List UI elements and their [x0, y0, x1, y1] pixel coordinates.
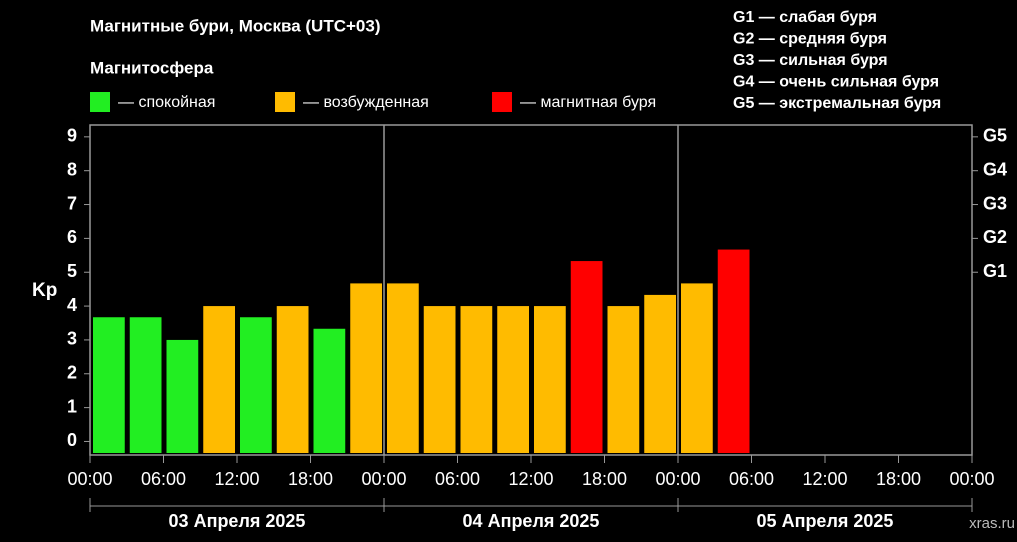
bar [534, 306, 566, 453]
y-tick-label: 3 [67, 329, 77, 349]
x-tick-label: 18:00 [582, 469, 627, 489]
x-tick-label: 06:00 [141, 469, 186, 489]
bar [460, 306, 493, 453]
x-tick-label: 18:00 [288, 469, 333, 489]
storm-scale-item: G2 — средняя буря [733, 31, 887, 48]
bar [166, 339, 199, 453]
legend-label: — возбужденная [303, 94, 429, 111]
day-label: 03 Апреля 2025 [169, 511, 306, 531]
day-label: 05 Апреля 2025 [757, 511, 894, 531]
legend-label: — магнитная буря [520, 94, 656, 111]
x-tick-label: 06:00 [435, 469, 480, 489]
y-tick-label: 9 [67, 126, 77, 146]
x-tick-label: 00:00 [361, 469, 406, 489]
y-tick-label: 1 [67, 396, 77, 416]
y2-tick-label: G4 [983, 159, 1007, 179]
y2-tick-label: G1 [983, 261, 1007, 281]
y-tick-label: 4 [67, 295, 77, 315]
y-tick-label: 8 [67, 159, 77, 179]
bar [570, 261, 603, 453]
bar [276, 306, 309, 453]
storm-scale-item: G5 — экстремальная буря [733, 95, 941, 112]
x-tick-label: 12:00 [214, 469, 259, 489]
y2-tick-label: G3 [983, 193, 1007, 213]
bar [497, 306, 529, 453]
storm-scale-item: G4 — очень сильная буря [733, 74, 939, 91]
bar [350, 283, 382, 453]
x-tick-label: 00:00 [67, 469, 112, 489]
x-tick-label: 18:00 [876, 469, 921, 489]
legend-swatch [275, 92, 295, 112]
bar [607, 306, 640, 453]
bar [644, 294, 676, 453]
storm-scale-item: G1 — слабая буря [733, 9, 877, 26]
y2-tick-label: G2 [983, 227, 1007, 247]
x-tick-label: 00:00 [655, 469, 700, 489]
bar [423, 306, 456, 453]
bar [129, 317, 162, 453]
bar [240, 317, 272, 453]
bar [203, 306, 235, 453]
y2-tick-label: G5 [983, 126, 1007, 146]
bar [93, 317, 125, 453]
x-tick-label: 06:00 [729, 469, 774, 489]
storm-scale-item: G3 — сильная буря [733, 52, 888, 69]
day-label: 04 Апреля 2025 [463, 511, 600, 531]
bar [681, 283, 713, 453]
y-tick-label: 7 [67, 193, 77, 213]
chart-title: Магнитные бури, Москва (UTC+03) [90, 16, 381, 35]
y-tick-label: 6 [67, 227, 77, 247]
legend-swatch [492, 92, 512, 112]
bar [313, 328, 346, 453]
x-tick-label: 12:00 [508, 469, 553, 489]
y-axis-label: Kp [32, 280, 57, 301]
x-tick-label: 00:00 [949, 469, 994, 489]
legend-title: Магнитосфера [90, 58, 214, 77]
y-tick-label: 2 [67, 363, 77, 383]
bar [717, 249, 750, 453]
y-tick-label: 5 [67, 261, 77, 281]
legend-label: — спокойная [118, 94, 215, 111]
y-tick-label: 0 [67, 430, 77, 450]
x-tick-label: 12:00 [802, 469, 847, 489]
legend-swatch [90, 92, 110, 112]
bar [387, 283, 419, 453]
watermark: xras.ru [969, 515, 1015, 532]
